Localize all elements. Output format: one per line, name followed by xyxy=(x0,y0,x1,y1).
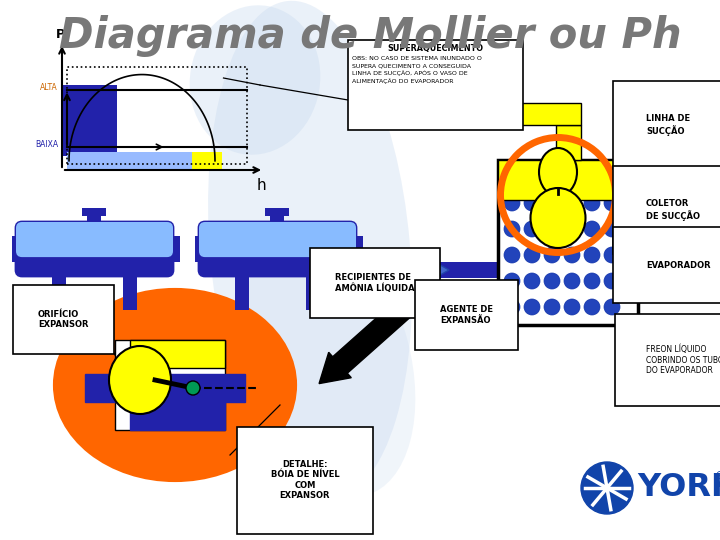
Bar xyxy=(348,237,363,261)
Circle shape xyxy=(564,195,580,211)
Text: AGENTE DE
EXPANSÃO: AGENTE DE EXPANSÃO xyxy=(440,305,493,325)
Bar xyxy=(82,208,106,216)
Text: OBS: NO CASO DE SISTEMA INUNDADO O
SUPERA QUECIMENTO A CONSEGUIDA
LINHA DE SUCÇÃ: OBS: NO CASO DE SISTEMA INUNDADO O SUPER… xyxy=(352,56,482,84)
Bar xyxy=(165,237,180,261)
Circle shape xyxy=(524,273,540,289)
Text: LINHA DE
SUCÇÃO: LINHA DE SUCÇÃO xyxy=(646,114,690,136)
FancyArrow shape xyxy=(319,277,437,383)
Circle shape xyxy=(564,221,580,237)
Circle shape xyxy=(584,221,600,237)
Circle shape xyxy=(564,299,580,315)
Bar xyxy=(130,402,225,430)
Bar xyxy=(130,340,225,368)
Circle shape xyxy=(186,381,200,395)
Circle shape xyxy=(504,195,520,211)
Ellipse shape xyxy=(189,5,320,155)
Ellipse shape xyxy=(55,290,295,480)
Circle shape xyxy=(544,299,560,315)
Circle shape xyxy=(604,273,620,289)
Bar xyxy=(195,237,207,261)
Bar xyxy=(115,340,225,430)
Circle shape xyxy=(544,273,560,289)
Text: BAIXA: BAIXA xyxy=(35,140,58,149)
Circle shape xyxy=(504,221,520,237)
Bar xyxy=(67,152,217,170)
Bar xyxy=(12,237,24,261)
Ellipse shape xyxy=(245,223,415,497)
Circle shape xyxy=(504,299,520,315)
Circle shape xyxy=(581,462,633,514)
Text: RECIPIENTES DE
AMÔNIA LÍQUIDA: RECIPIENTES DE AMÔNIA LÍQUIDA xyxy=(335,273,415,293)
Text: ®: ® xyxy=(715,471,720,481)
Bar xyxy=(365,262,498,278)
Circle shape xyxy=(584,247,600,263)
Bar xyxy=(381,103,581,125)
Bar xyxy=(348,40,523,130)
Text: h: h xyxy=(257,178,266,193)
Text: Diagrama de Mollier ou Ph: Diagrama de Mollier ou Ph xyxy=(59,15,681,57)
Circle shape xyxy=(564,273,580,289)
Text: YORK: YORK xyxy=(637,472,720,503)
Text: ORIFÍCIO
EXPANSOR: ORIFÍCIO EXPANSOR xyxy=(38,310,89,329)
Bar xyxy=(270,212,284,228)
FancyBboxPatch shape xyxy=(16,222,173,276)
Circle shape xyxy=(524,221,540,237)
Circle shape xyxy=(604,195,620,211)
Ellipse shape xyxy=(208,1,412,499)
Text: COLETOR
DE SUCÇÃO: COLETOR DE SUCÇÃO xyxy=(646,199,700,221)
FancyBboxPatch shape xyxy=(16,222,173,257)
Bar xyxy=(85,374,245,402)
Circle shape xyxy=(504,273,520,289)
Circle shape xyxy=(544,195,560,211)
Ellipse shape xyxy=(109,346,171,414)
Text: SUPERAQUECIMENTO: SUPERAQUECIMENTO xyxy=(387,44,484,53)
Bar xyxy=(62,85,117,156)
Bar xyxy=(52,268,66,310)
Text: EVAPORADOR: EVAPORADOR xyxy=(646,260,711,269)
Bar xyxy=(235,268,249,310)
Text: FREON LÍQUIDO
COBRINDO OS TUBOS
DO EVAPORADOR: FREON LÍQUIDO COBRINDO OS TUBOS DO EVAPO… xyxy=(646,345,720,375)
Bar xyxy=(123,268,137,310)
Bar xyxy=(306,268,320,310)
Circle shape xyxy=(544,247,560,263)
Bar xyxy=(498,160,638,200)
Circle shape xyxy=(604,247,620,263)
FancyBboxPatch shape xyxy=(199,222,356,276)
Text: P: P xyxy=(55,28,65,41)
Text: ALTA: ALTA xyxy=(40,83,58,92)
FancyBboxPatch shape xyxy=(199,222,356,257)
Text: DETALHE:
BÓIA DE NÍVEL
COM
EXPANSOR: DETALHE: BÓIA DE NÍVEL COM EXPANSOR xyxy=(271,460,339,500)
FancyArrow shape xyxy=(620,200,693,220)
Bar xyxy=(556,125,581,160)
Circle shape xyxy=(584,299,600,315)
Circle shape xyxy=(564,247,580,263)
Circle shape xyxy=(584,195,600,211)
Ellipse shape xyxy=(531,188,585,248)
Bar xyxy=(87,212,101,228)
Circle shape xyxy=(504,247,520,263)
Circle shape xyxy=(604,299,620,315)
Circle shape xyxy=(584,273,600,289)
Bar xyxy=(498,160,638,325)
Circle shape xyxy=(604,221,620,237)
FancyArrow shape xyxy=(405,262,449,278)
Circle shape xyxy=(524,247,540,263)
Bar xyxy=(265,208,289,216)
Circle shape xyxy=(524,299,540,315)
Ellipse shape xyxy=(539,148,577,196)
Circle shape xyxy=(544,221,560,237)
Circle shape xyxy=(524,195,540,211)
Bar xyxy=(192,152,222,170)
